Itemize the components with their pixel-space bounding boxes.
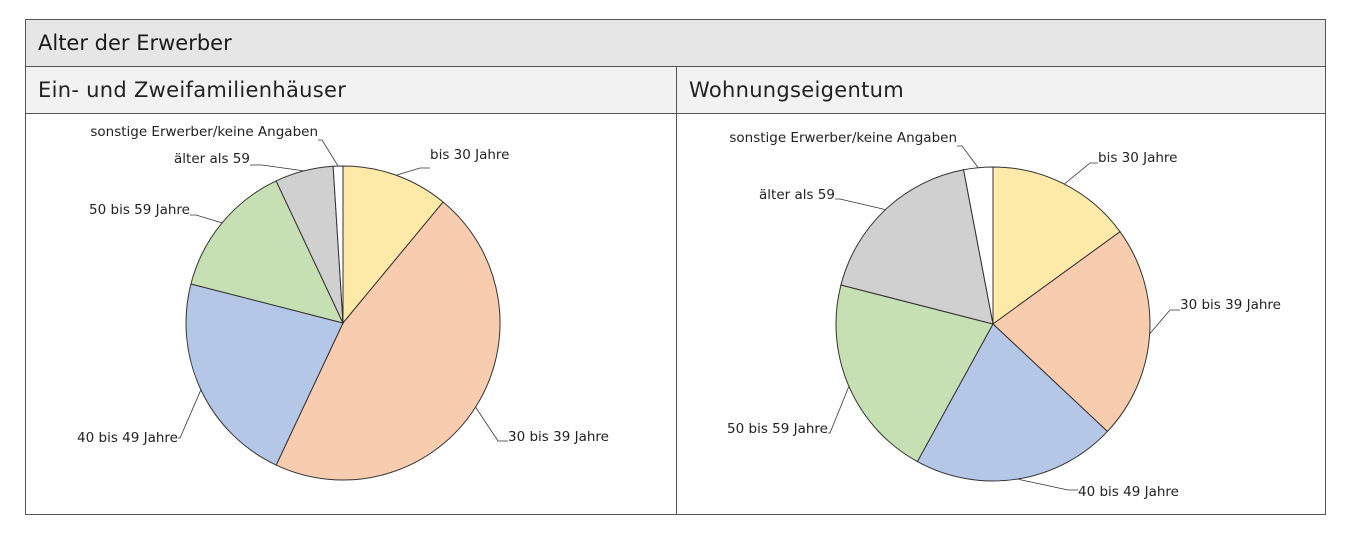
- panel-title-apartments: Wohnungseigentum: [689, 78, 905, 102]
- leader-line-50-bis-59-jahre: [828, 386, 850, 434]
- leader-line-bis-30-jahre: [396, 167, 430, 176]
- leader-line-50-bis-59-jahre: [190, 214, 223, 224]
- pie-chart-1: bis 30 Jahre 30 bis 39 Jahre 40 bis 49 Jah…: [77, 124, 609, 481]
- slice-label-50-bis-59-jahre: 50 bis 59 Jahre: [89, 202, 190, 218]
- slice-label-sonstige-erwerber-keine-angaben: sonstige Erwerber/keine Angaben: [729, 130, 957, 146]
- leader-line-30-bis-39-jahre: [475, 406, 508, 442]
- pie-slice-50-bis-59-jahre: [835, 284, 994, 463]
- pie-slice-bis-30-jahre: [342, 165, 444, 325]
- page-title: Alter der Erwerber: [38, 31, 232, 55]
- slice-label-30-bis-39-jahre: 30 bis 39 Jahre: [508, 429, 609, 445]
- leader-line-40-bis-49-jahre: [1017, 478, 1078, 491]
- leader-line-40-bis-49-jahre: [178, 389, 202, 439]
- pie-chart-2: bis 30 Jahre 30 bis 39 Jahre 40 bis 49 Jah…: [727, 130, 1281, 500]
- pie-slice-älter-als-59: [840, 169, 994, 325]
- leader-line-30-bis-39-jahre: [1149, 309, 1180, 335]
- pie-slice-bis-30-jahre: [992, 166, 1121, 325]
- slice-label-40-bis-49-jahre: 40 bis 49 Jahre: [77, 430, 178, 446]
- slice-label-älter-als-59: älter als 59: [759, 187, 835, 203]
- panel-divider: [676, 114, 677, 514]
- panel-header-apartments: Wohnungseigentum: [677, 67, 1325, 114]
- pie-slice-40-bis-49-jahre: [916, 323, 1109, 482]
- slice-label-bis-30-jahre: bis 30 Jahre: [430, 147, 509, 163]
- slice-label-bis-30-jahre: bis 30 Jahre: [1098, 150, 1177, 166]
- leader-line-älter-als-59: [835, 198, 886, 210]
- leader-line-sonstige-erwerber-keine-angaben: [957, 145, 979, 168]
- slice-label-älter-als-59: älter als 59: [174, 151, 250, 167]
- leader-line-bis-30-jahre: [1064, 162, 1098, 185]
- panel-title-houses: Ein- und Zweifamilienhäuser: [38, 78, 347, 102]
- slice-label-50-bis-59-jahre: 50 bis 59 Jahre: [727, 421, 828, 437]
- slice-label-30-bis-39-jahre: 30 bis 39 Jahre: [1180, 297, 1281, 313]
- chart-frame: Alter der Erwerber Ein- und Zweifamilien…: [25, 19, 1326, 515]
- panel-header-houses: Ein- und Zweifamilienhäuser: [26, 67, 677, 114]
- pie-slice-sonstige-erwerber-keine-angaben: [962, 166, 994, 325]
- pie-slice-30-bis-39-jahre: [992, 231, 1151, 433]
- slice-label-sonstige-erwerber-keine-angaben: sonstige Erwerber/keine Angaben: [90, 124, 318, 140]
- slice-label-40-bis-49-jahre: 40 bis 49 Jahre: [1078, 484, 1179, 500]
- header-bar: Alter der Erwerber: [26, 20, 1325, 67]
- leader-line-älter-als-59: [250, 164, 305, 172]
- leader-line-sonstige-erwerber-keine-angaben: [318, 139, 339, 167]
- pie-slice-50-bis-59-jahre: [190, 180, 344, 324]
- pie-slice-40-bis-49-jahre: [185, 283, 344, 466]
